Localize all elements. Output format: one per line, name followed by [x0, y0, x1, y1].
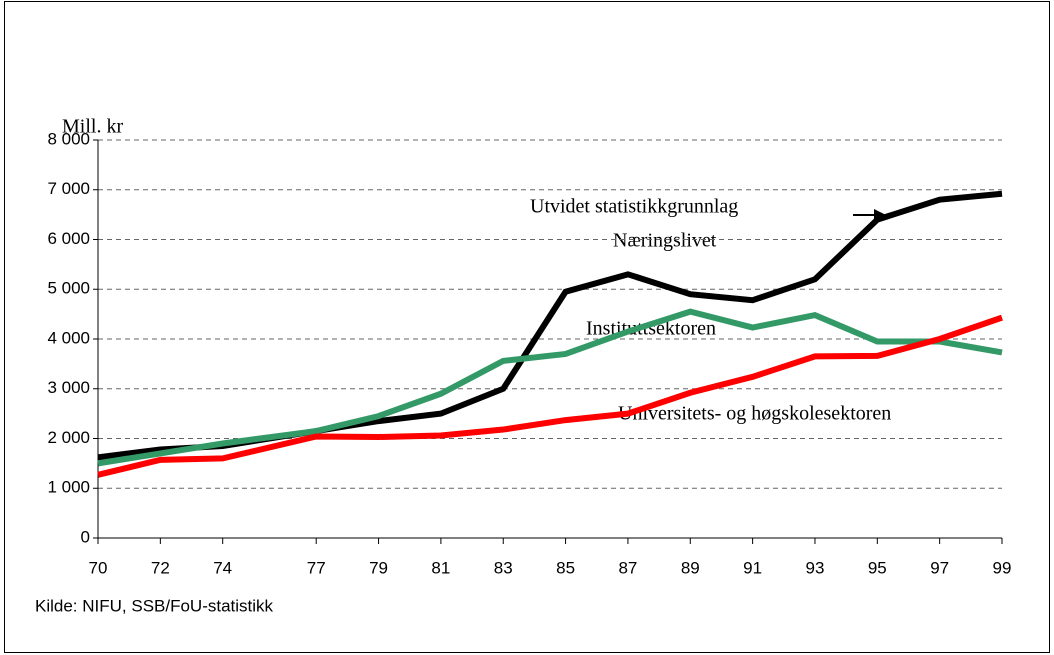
x-tick-label: 70 — [89, 558, 108, 577]
x-tick-label: 93 — [806, 558, 825, 577]
x-tick-label: 95 — [868, 558, 887, 577]
y-tick-label: 0 — [81, 527, 90, 546]
line-series — [97, 308, 1003, 467]
x-tick-label: 91 — [743, 558, 762, 577]
x-tick-label: 77 — [307, 558, 326, 577]
y-tick-label: 5 000 — [47, 279, 90, 298]
y-tick-label: 6 000 — [47, 229, 90, 248]
series-label: Næringslivet — [613, 230, 717, 252]
x-tick-label: 89 — [681, 558, 700, 577]
y-axis-label: Mill. kr — [62, 116, 123, 138]
x-tick-label: 72 — [151, 558, 170, 577]
x-tick-label: 97 — [930, 558, 949, 577]
x-tick-label: 81 — [431, 558, 450, 577]
frame — [4, 1, 1050, 653]
x-tick-label: 85 — [556, 558, 575, 577]
x-tick-label: 87 — [618, 558, 637, 577]
annotation: Utvidet statistikkgrunnlag — [530, 196, 738, 218]
source: Kilde: NIFU, SSB/FoU-statistikk — [35, 596, 274, 615]
line-series — [97, 314, 1003, 478]
y-tick-label: 8 000 — [47, 129, 90, 148]
x-tick-label: 99 — [993, 558, 1012, 577]
series-label: Universitets- og høgskolesektoren — [618, 403, 891, 425]
y-tick-label: 3 000 — [47, 378, 90, 397]
y-tick-label: 4 000 — [47, 328, 90, 347]
y-tick-label: 1 000 — [47, 478, 90, 497]
y-tick-label: 2 000 — [47, 428, 90, 447]
x-tick-label: 79 — [369, 558, 388, 577]
series-label: Instituttsektoren — [586, 318, 716, 340]
y-tick-label: 7 000 — [47, 179, 90, 198]
x-tick-label: 74 — [213, 558, 232, 577]
x-tick-label: 83 — [494, 558, 513, 577]
